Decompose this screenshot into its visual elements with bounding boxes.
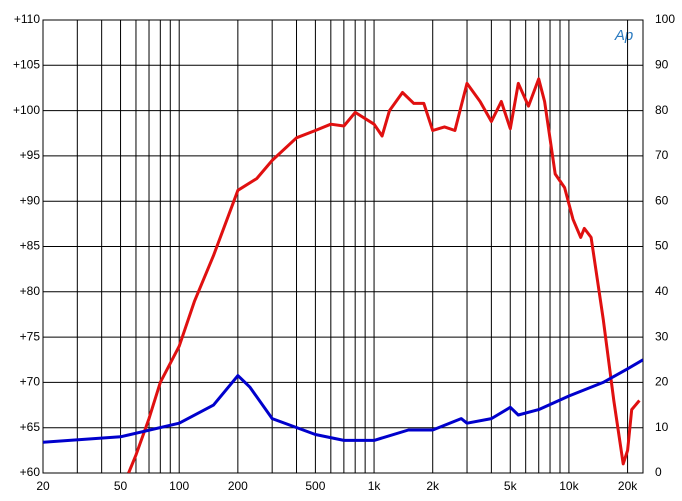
x-tick-label: 20 xyxy=(36,479,50,493)
x-tick-label: 10k xyxy=(559,479,579,493)
y-tick-label: +65 xyxy=(20,420,41,434)
plot-frame xyxy=(42,19,644,474)
y2-tick-label: 20 xyxy=(655,375,669,389)
y-tick-label: +90 xyxy=(20,193,41,207)
x-tick-label: 20k xyxy=(618,479,638,493)
y-tick-label: +105 xyxy=(13,57,40,71)
y2-tick-label: 60 xyxy=(655,193,669,207)
x-tick-label: 50 xyxy=(114,479,128,493)
x-tick-label: 100 xyxy=(169,479,189,493)
y-tick-label: +70 xyxy=(20,375,41,389)
y2-tick-label: 80 xyxy=(655,103,669,117)
y2-tick-label: 70 xyxy=(655,148,669,162)
y2-tick-label: 100 xyxy=(655,12,675,26)
x-tick-label: 500 xyxy=(305,479,325,493)
y2-tick-label: 0 xyxy=(655,465,662,479)
y-tick-label: +85 xyxy=(20,239,41,253)
y-tick-label: +100 xyxy=(13,103,40,117)
x-tick-label: 200 xyxy=(228,479,248,493)
y-tick-label: +110 xyxy=(14,12,40,26)
y-tick-label: +60 xyxy=(20,465,41,479)
x-tick-label: 1k xyxy=(368,479,382,493)
y2-tick-label: 40 xyxy=(655,284,669,298)
x-tick-label: 2k xyxy=(426,479,440,493)
logo: Ap xyxy=(614,27,633,44)
y-tick-label: +75 xyxy=(20,329,41,343)
x-tick-label: 5k xyxy=(504,479,518,493)
y2-tick-label: 10 xyxy=(655,420,669,434)
y-tick-label: +80 xyxy=(20,284,41,298)
y2-tick-label: 50 xyxy=(655,239,669,253)
line xyxy=(127,77,641,473)
line xyxy=(43,358,643,444)
y2-tick-label: 90 xyxy=(655,57,669,71)
y2-tick-label: 30 xyxy=(655,329,669,343)
y-tick-label: +95 xyxy=(20,148,41,162)
